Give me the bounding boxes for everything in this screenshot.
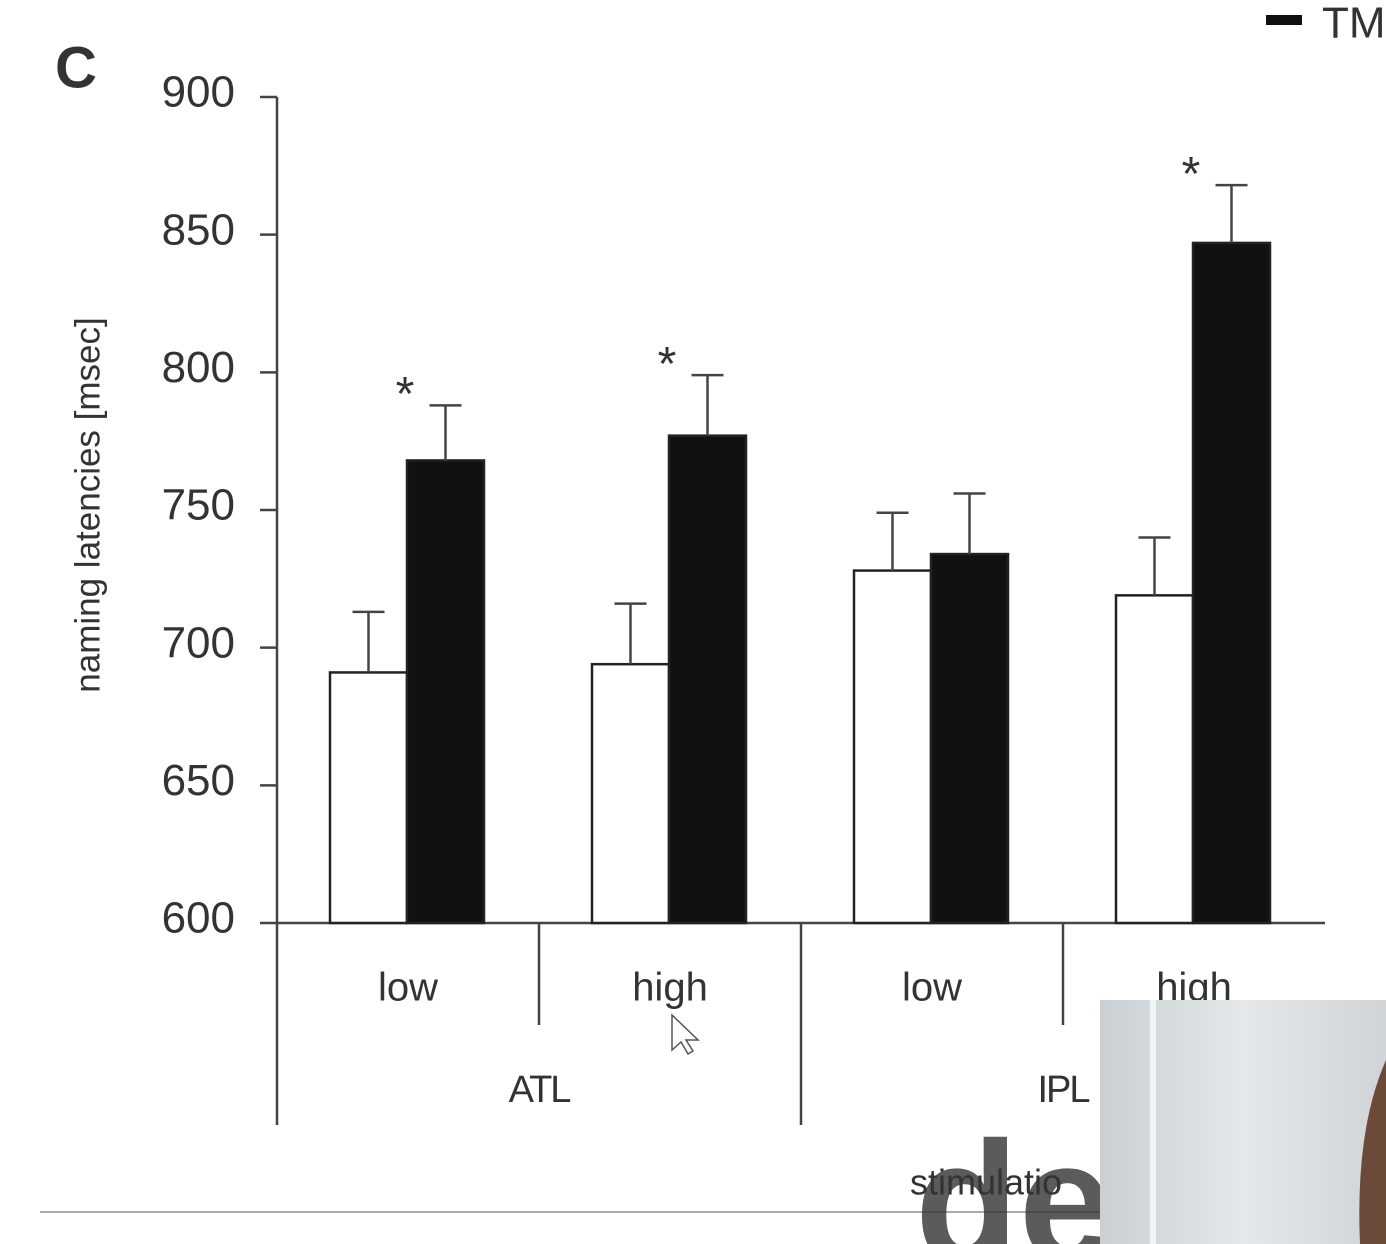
legend-swatch [1266, 15, 1302, 25]
y-tick-label: 600 [162, 894, 235, 943]
y-tick-label: 850 [162, 205, 235, 254]
bar [1191, 241, 1272, 925]
error-bar [614, 602, 647, 665]
y-tick-label: 900 [162, 68, 235, 117]
video-detail [1359, 1060, 1386, 1244]
bar [328, 671, 409, 925]
error-bar [429, 404, 462, 461]
y-tick-label: 650 [162, 756, 235, 805]
group-label: ATL [509, 1069, 571, 1111]
legend-label: TM [1322, 0, 1386, 48]
error-bar [352, 610, 385, 673]
video-detail [1150, 1000, 1156, 1244]
panel-label: C [55, 35, 97, 100]
cursor [671, 1013, 700, 1056]
x-tick-label: low [902, 966, 962, 1010]
bar [590, 662, 671, 925]
x-tick-label: high [632, 966, 708, 1010]
x-tick-label: low [378, 966, 438, 1010]
bar [1114, 594, 1195, 925]
significance-marker: * [658, 338, 677, 391]
bar [852, 569, 933, 925]
error-bar [953, 492, 986, 555]
significance-marker: * [396, 368, 415, 421]
error-bar [876, 511, 909, 571]
error-bar [1138, 536, 1171, 596]
y-tick-label: 750 [162, 481, 235, 530]
video-overlay [1100, 1000, 1386, 1244]
bar [405, 459, 486, 925]
y-tick-label: 700 [162, 618, 235, 667]
bar [929, 552, 1010, 925]
group-label: IPL [1037, 1069, 1089, 1111]
error-bar [691, 373, 724, 436]
x-axis-label: stimulatio [910, 1162, 1062, 1203]
y-axis-label: naming latencies [msec] [68, 317, 107, 692]
bar [667, 434, 748, 925]
error-bar [1215, 183, 1248, 243]
significance-marker: * [1182, 148, 1201, 201]
y-tick-label: 800 [162, 343, 235, 392]
